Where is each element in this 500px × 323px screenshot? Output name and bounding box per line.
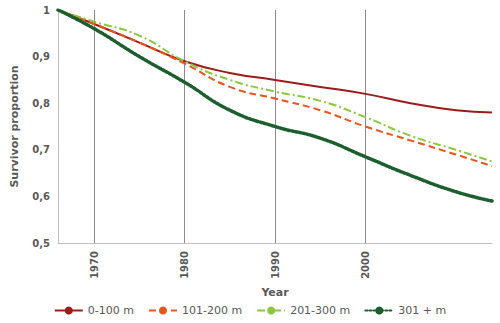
- svg-text:1970: 1970: [89, 251, 100, 279]
- svg-text:Survivor proportion: Survivor proportion: [8, 65, 21, 187]
- svg-text:0,6: 0,6: [32, 191, 50, 202]
- svg-text:Year: Year: [260, 286, 289, 299]
- svg-text:0,7: 0,7: [32, 144, 50, 155]
- svg-text:0-100 m: 0-100 m: [88, 304, 134, 317]
- svg-text:2000: 2000: [360, 251, 371, 279]
- svg-text:201-300 m: 201-300 m: [290, 304, 350, 317]
- svg-text:0,8: 0,8: [32, 98, 50, 109]
- svg-text:301 + m: 301 + m: [398, 304, 446, 317]
- svg-text:1: 1: [43, 5, 50, 16]
- svg-text:101-200 m: 101-200 m: [182, 304, 242, 317]
- svg-text:1990: 1990: [270, 251, 281, 279]
- svg-text:0,9: 0,9: [32, 51, 50, 62]
- svg-text:1980: 1980: [179, 251, 190, 279]
- svg-text:0,5: 0,5: [32, 238, 50, 249]
